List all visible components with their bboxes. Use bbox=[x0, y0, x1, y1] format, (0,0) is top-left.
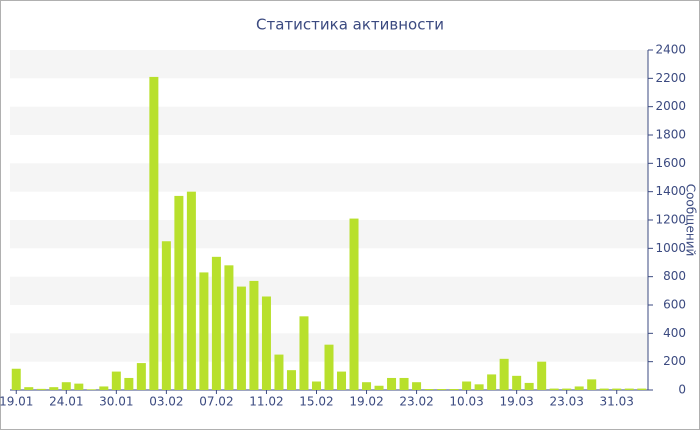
bar bbox=[111, 371, 121, 390]
bar bbox=[624, 388, 634, 390]
bar bbox=[512, 375, 522, 390]
bar bbox=[537, 361, 547, 390]
x-tick-label: 19.01 bbox=[0, 395, 33, 409]
bar bbox=[324, 344, 334, 390]
bar bbox=[362, 382, 372, 390]
bar bbox=[274, 354, 284, 390]
x-tick-label: 10.03 bbox=[449, 395, 483, 409]
bar bbox=[299, 316, 309, 390]
bar bbox=[261, 296, 271, 390]
grid-band bbox=[10, 276, 648, 305]
bar bbox=[199, 272, 209, 390]
x-tick-label: 19.03 bbox=[499, 395, 533, 409]
y-tick-label: 1400 bbox=[655, 184, 686, 198]
bar bbox=[637, 388, 647, 390]
y-tick-label: 2200 bbox=[655, 71, 686, 85]
bar bbox=[349, 218, 359, 390]
y-tick-label: 800 bbox=[663, 269, 686, 283]
bar bbox=[311, 381, 321, 390]
bar bbox=[449, 389, 459, 390]
y-tick-label: 400 bbox=[663, 326, 686, 340]
bar bbox=[437, 389, 447, 390]
bar bbox=[562, 388, 572, 390]
y-tick-label: 2000 bbox=[655, 99, 686, 113]
bar bbox=[374, 385, 384, 390]
bar bbox=[86, 389, 96, 390]
y-tick-label: 1200 bbox=[655, 213, 686, 227]
bar bbox=[186, 191, 196, 390]
bar bbox=[24, 387, 34, 390]
x-tick-label: 23.03 bbox=[550, 395, 584, 409]
bar bbox=[524, 382, 534, 390]
x-tick-label: 03.02 bbox=[149, 395, 183, 409]
bar bbox=[11, 368, 21, 390]
bar bbox=[74, 383, 84, 390]
bar bbox=[387, 377, 397, 390]
grid-band bbox=[10, 163, 648, 192]
y-tick-label: 1600 bbox=[655, 156, 686, 170]
bar bbox=[49, 387, 59, 390]
bar bbox=[599, 388, 609, 390]
bar bbox=[612, 388, 622, 390]
x-tick-label: 19.02 bbox=[349, 395, 383, 409]
grid-band bbox=[10, 106, 648, 135]
grid-band bbox=[10, 220, 648, 249]
bar bbox=[412, 382, 422, 390]
bar bbox=[487, 374, 497, 390]
x-tick-label: 11.02 bbox=[249, 395, 283, 409]
bar bbox=[424, 389, 434, 390]
y-tick-label: 200 bbox=[663, 354, 686, 368]
chart-title: Статистика активности bbox=[256, 16, 444, 34]
y-tick-label: 2400 bbox=[655, 43, 686, 57]
y-tick-label: 1800 bbox=[655, 128, 686, 142]
bar bbox=[574, 386, 584, 390]
bar bbox=[236, 286, 246, 390]
x-tick-label: 07.02 bbox=[199, 395, 233, 409]
grid-band bbox=[10, 50, 648, 79]
x-tick-label: 23.02 bbox=[399, 395, 433, 409]
bar bbox=[61, 382, 71, 390]
bar bbox=[337, 371, 347, 390]
y-tick-label: 600 bbox=[663, 298, 686, 312]
bar bbox=[136, 363, 146, 390]
bar bbox=[462, 381, 472, 390]
bar bbox=[161, 241, 171, 390]
x-tick-label: 31.03 bbox=[600, 395, 634, 409]
bar bbox=[99, 386, 109, 390]
bar bbox=[36, 388, 46, 390]
x-tick-label: 15.02 bbox=[299, 395, 333, 409]
bar bbox=[549, 388, 559, 390]
bar bbox=[224, 265, 234, 390]
y-axis-title: Сообщений bbox=[684, 184, 698, 257]
x-tick-label: 24.01 bbox=[49, 395, 83, 409]
bar bbox=[499, 358, 509, 390]
bar bbox=[174, 195, 184, 390]
bar bbox=[286, 370, 296, 390]
bar bbox=[211, 256, 221, 390]
y-tick-label: 0 bbox=[678, 383, 686, 397]
bar bbox=[249, 280, 259, 390]
bar bbox=[124, 377, 134, 390]
bar bbox=[474, 384, 484, 390]
bar bbox=[149, 76, 159, 391]
y-tick-label: 1000 bbox=[655, 241, 686, 255]
bar bbox=[587, 379, 597, 390]
x-tick-label: 30.01 bbox=[99, 395, 133, 409]
bar bbox=[399, 377, 409, 390]
